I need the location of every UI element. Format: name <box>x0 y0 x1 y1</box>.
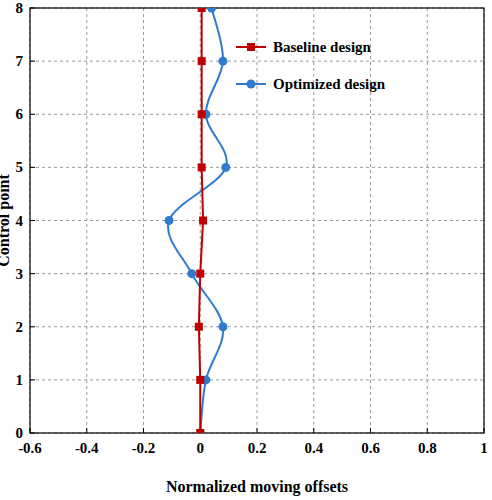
y-tick-label: 7 <box>16 53 24 69</box>
y-axis-label: Control point <box>0 174 13 267</box>
y-grid-line <box>30 167 484 168</box>
series-marker <box>221 163 230 172</box>
series-marker <box>165 216 174 225</box>
x-tick-label: 1 <box>480 440 488 456</box>
x-tick-label: -0.2 <box>132 440 156 456</box>
y-tick <box>30 114 35 115</box>
y-tick <box>30 220 35 221</box>
series-marker <box>198 110 206 118</box>
x-tick-label: -0.4 <box>75 440 99 456</box>
plot-frame <box>30 8 484 433</box>
chart: -0.6 -0.4 -0.2 0 0.2 0.4 0.6 0.8 1 0 1 2 3 4 5 6 7 8 Norma… <box>0 0 492 500</box>
y-grid-line <box>30 61 484 62</box>
series-marker <box>218 57 227 66</box>
x-tick-label: 0.6 <box>361 440 380 456</box>
x-grid-line <box>370 8 371 433</box>
y-grid-line <box>30 220 484 221</box>
y-tick-label: 0 <box>16 425 24 441</box>
y-tick-label: 2 <box>16 319 24 335</box>
series-marker <box>198 8 206 12</box>
series-marker <box>196 270 204 278</box>
series-marker <box>198 57 206 65</box>
legend-marker <box>247 80 256 89</box>
x-tick-label: 0.2 <box>248 440 267 456</box>
series-marker <box>187 269 196 278</box>
x-tick-label: 0.8 <box>418 440 437 456</box>
y-grid-line <box>30 379 484 380</box>
legend: Baseline design Optimized design <box>236 39 386 92</box>
x-tick <box>484 428 485 433</box>
series-marker <box>196 376 204 384</box>
series-line <box>168 8 227 433</box>
x-tick <box>257 428 258 433</box>
x-tick <box>143 428 144 433</box>
x-tick <box>313 428 314 433</box>
x-tick <box>86 428 87 433</box>
y-grid-line <box>30 114 484 115</box>
y-grid-line <box>30 273 484 274</box>
y-tick-label: 3 <box>16 266 24 282</box>
x-tick-label: 0 <box>197 440 205 456</box>
y-tick-label: 1 <box>16 372 24 388</box>
series-marker <box>218 322 227 331</box>
series-marker <box>195 323 203 331</box>
plot-area <box>165 8 231 433</box>
x-axis-label: Normalized moving offsets <box>166 478 348 496</box>
series-marker <box>196 429 205 434</box>
x-grid-line <box>257 8 258 433</box>
y-tick-label: 6 <box>16 106 24 122</box>
y-tick-label: 8 <box>16 0 24 16</box>
y-tick <box>30 379 35 380</box>
x-grid-line <box>143 8 144 433</box>
y-tick <box>30 273 35 274</box>
x-tick <box>370 428 371 433</box>
x-tick-label: -0.6 <box>18 440 42 456</box>
legend-label: Optimized design <box>273 76 386 92</box>
y-tick <box>30 8 35 9</box>
series-group <box>195 8 207 433</box>
legend-marker <box>247 43 255 51</box>
y-tick <box>30 61 35 62</box>
series-group <box>165 8 231 433</box>
y-tick <box>30 433 35 434</box>
series-marker <box>198 163 206 171</box>
y-tick <box>30 167 35 168</box>
legend-label: Baseline design <box>273 39 372 55</box>
y-grid-line <box>30 326 484 327</box>
y-tick <box>30 326 35 327</box>
series-marker <box>199 217 207 225</box>
series-marker <box>207 8 216 13</box>
series-marker <box>196 429 204 433</box>
y-tick-label: 5 <box>16 159 24 175</box>
y-tick-label: 4 <box>16 213 24 229</box>
x-tick-label: 0.4 <box>304 440 323 456</box>
x-tick <box>427 428 428 433</box>
x-tick <box>30 428 31 433</box>
